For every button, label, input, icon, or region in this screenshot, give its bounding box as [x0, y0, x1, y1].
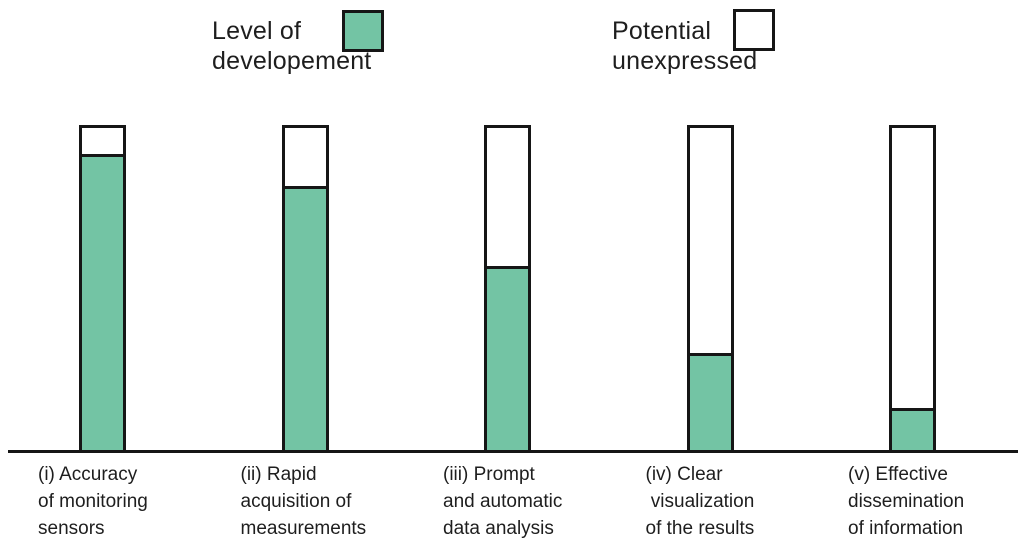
bar-5-developed-segment: [892, 408, 933, 450]
bar-2: [281, 125, 329, 450]
bar-5: [889, 125, 936, 450]
bar-3: [484, 125, 531, 450]
legend-label-potential-unexpressed: Potential unexpressed: [612, 16, 757, 76]
legend-label-line: Potential: [612, 17, 712, 45]
legend-swatch-development: [342, 10, 384, 52]
category-label-line: (iv) Clear: [645, 464, 723, 485]
category-label-line: (v) Effective: [848, 464, 948, 485]
x-axis-baseline: [8, 450, 1018, 453]
bar-4: [686, 125, 734, 450]
bar-1-developed-segment: [82, 154, 123, 450]
category-label-line: of the results: [645, 518, 755, 539]
category-label-line: (ii) Rapid: [240, 464, 317, 485]
category-label-line: (iii) Prompt: [443, 464, 535, 485]
category-label-line: measurements: [240, 518, 367, 539]
category-label-line: sensors: [38, 518, 105, 539]
category-label-5: (v) Effective dissemination of information: [848, 461, 964, 542]
category-label-4: (iv) Clear visualization of the results: [646, 461, 755, 542]
legend-swatch-unexpressed: [733, 9, 775, 51]
category-label-3: (iii) Prompt and automatic data analysis: [443, 461, 562, 542]
legend-label-line: unexpressed: [612, 47, 758, 75]
category-label-2: (ii) Rapid acquisition of measurements: [241, 461, 367, 542]
category-label-line: acquisition of: [240, 491, 352, 512]
bar-3-developed-segment: [487, 266, 528, 450]
category-label-1: (i) Accuracy of monitoring sensors: [38, 461, 148, 542]
bar-4-developed-segment: [689, 353, 731, 450]
legend-label-line: Level of: [212, 17, 302, 45]
category-label-line: (i) Accuracy: [38, 464, 138, 485]
category-label-line: of monitoring: [38, 491, 148, 512]
bar-1: [79, 125, 126, 450]
category-label-line: and automatic: [443, 491, 563, 512]
category-label-line: data analysis: [443, 518, 554, 539]
category-label-line: visualization: [645, 491, 755, 512]
bar-2-developed-segment: [284, 186, 326, 450]
category-label-line: dissemination: [848, 491, 965, 512]
category-label-line: of information: [848, 518, 964, 539]
